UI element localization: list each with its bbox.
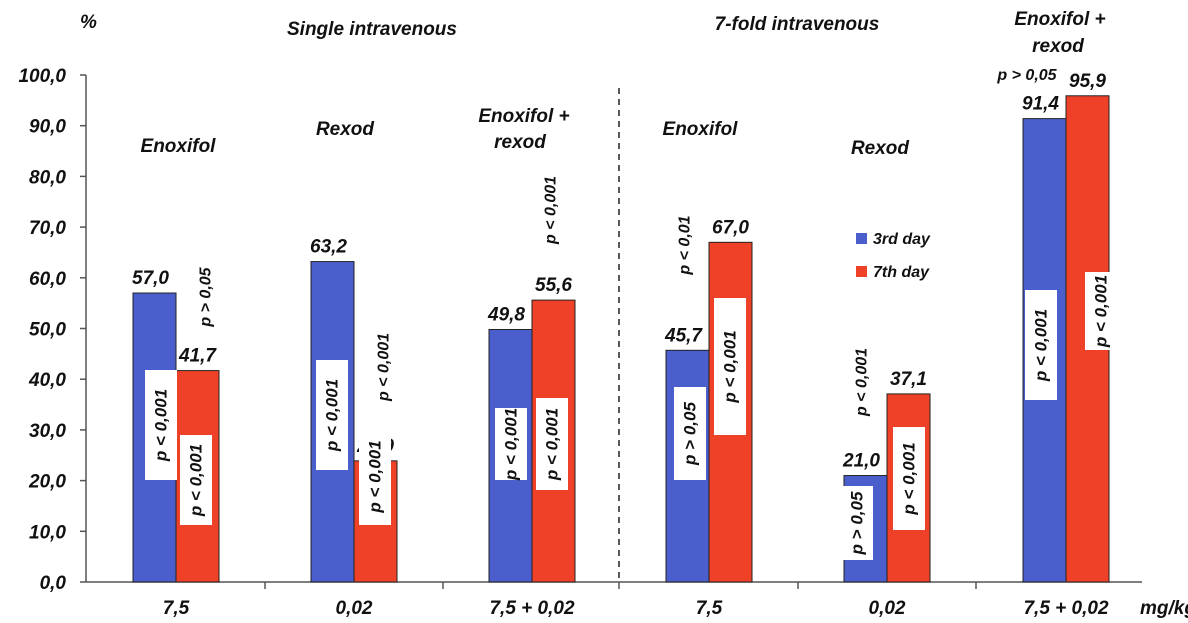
p-value-label: p > 0,05	[198, 266, 215, 327]
legend-label-7th-day: 7th day	[873, 264, 930, 281]
p-value-box	[893, 427, 925, 530]
p-value-label: p < 0,001	[152, 389, 171, 462]
data-label: 21,0	[842, 451, 880, 472]
y-axis-title: %	[80, 12, 97, 33]
p-value-box	[495, 408, 527, 480]
p-value-label: p > 0,05	[681, 402, 700, 466]
data-label: 41,7	[178, 346, 217, 367]
data-label: 57,0	[132, 268, 169, 289]
y-tick-label: 10,0	[29, 522, 66, 543]
y-tick-label: 30,0	[29, 421, 66, 442]
p-value-box	[841, 486, 873, 560]
p-value-box	[1025, 290, 1057, 400]
p-value-label: p < 0,001	[721, 330, 740, 403]
group-title: rexod	[494, 132, 546, 153]
data-label: 45,7	[664, 325, 703, 346]
p-value-box	[714, 298, 746, 435]
p-value-label: p < 0,001	[187, 444, 206, 517]
y-tick-label: 50,0	[29, 320, 66, 341]
group-title: Rexod	[851, 138, 909, 159]
x-tick-label: 7,5 + 0,02	[489, 598, 574, 619]
legend-label-3rd-day: 3rd day	[873, 231, 931, 248]
p-value-label: p < 0,001	[1032, 309, 1051, 382]
group-title: Enoxifol	[141, 136, 217, 157]
p-value-label: p < 0,001	[900, 442, 919, 515]
x-tick-label: 0,02	[336, 598, 373, 619]
p-value-box	[1085, 272, 1117, 350]
y-tick-label: 20,0	[28, 472, 66, 493]
p-value-box	[359, 428, 391, 525]
legend: 3rd day 7th day	[856, 231, 931, 281]
data-label: 37,1	[890, 369, 927, 390]
y-tick-label: 100,0	[18, 66, 66, 87]
labels: 7,5 0,02 7,5 + 0,02 7,5 0,02 7,5 + 0,02 Enoxif…	[132, 9, 1117, 619]
p-value-label: p < 0,001	[543, 408, 562, 481]
p-value-label: p < 0,001	[323, 379, 342, 452]
p-value-box	[674, 387, 706, 480]
p-value-label: p < 0,001	[366, 440, 385, 513]
section-title-single: Single intravenous	[287, 19, 457, 40]
p-value-box	[145, 370, 177, 480]
data-label: 91,4	[1022, 94, 1059, 115]
p-value-label: p > 0,05	[848, 491, 867, 555]
y-tick-label: 70,0	[29, 218, 66, 239]
group-title: Enoxifol +	[1014, 9, 1105, 30]
data-label: 55,6	[535, 275, 572, 296]
p-value-label: p < 0,001	[502, 408, 521, 481]
p-value-label: p < 0,001	[376, 333, 393, 402]
group-title: Enoxifol	[663, 119, 739, 140]
p-value-label: p < 0,01	[677, 215, 694, 275]
y-tick-label: 90,0	[29, 117, 66, 138]
p-value-label: p < 0,001	[854, 348, 871, 417]
x-axis-unit: mg/kg	[1140, 598, 1188, 619]
y-tick-label: 0,0	[40, 573, 67, 594]
y-tick-label: 60,0	[29, 269, 66, 290]
p-value-label: p < 0,001	[543, 176, 560, 245]
y-tick-label: 80,0	[29, 167, 66, 188]
p-value-box	[316, 360, 348, 470]
data-label: 95,9	[1069, 71, 1106, 92]
data-label: 67,0	[712, 217, 749, 238]
x-tick-label: 0,02	[869, 598, 906, 619]
group-title: rexod	[1032, 36, 1084, 57]
x-tick-label: 7,5	[163, 598, 190, 619]
data-label: 63,2	[310, 237, 347, 258]
section-title-7fold: 7-fold intravenous	[715, 14, 880, 35]
legend-swatch-3rd-day	[856, 233, 867, 244]
x-tick-label: 7,5	[696, 598, 723, 619]
group-title: Enoxifol +	[478, 106, 569, 127]
p-value-label: p > 0,05	[996, 67, 1057, 84]
data-label: 49,8	[487, 305, 525, 326]
p-value-box	[536, 398, 568, 490]
group-title: Rexod	[316, 119, 374, 140]
y-axis: 0,0 10,0 20,0 30,0 40,0 50,0 60,0 70,0 80,0 90,0 1…	[18, 66, 977, 594]
p-value-box	[180, 435, 212, 525]
x-tick-label: 7,5 + 0,02	[1023, 598, 1108, 619]
legend-swatch-7th-day	[856, 266, 867, 277]
bars	[132, 95, 1110, 583]
p-value-label: p < 0,001	[1092, 275, 1111, 348]
y-tick-label: 40,0	[28, 370, 66, 391]
